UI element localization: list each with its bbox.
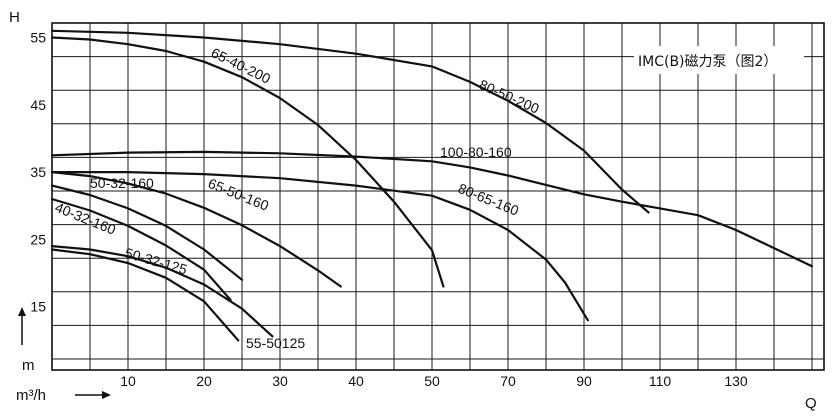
grid xyxy=(51,22,825,371)
x-tick-label: 10 xyxy=(120,373,136,389)
plot-frame xyxy=(51,22,825,371)
tick-labels: 10 20 30 40 50 70 90 110 130 55 45 35 25 15 xyxy=(30,30,747,390)
series-label: 55-50125 xyxy=(246,335,305,351)
y-tick-label: 55 xyxy=(30,30,46,46)
y-tick-label: 15 xyxy=(30,299,46,315)
curve-100-80-160 xyxy=(50,150,814,268)
x-axis-label: Q xyxy=(805,395,817,412)
series-label: 100-80-160 xyxy=(440,144,512,160)
x-tick-label: 130 xyxy=(724,373,748,389)
x-axis-arrow-icon xyxy=(75,391,111,399)
y-tick-label: 45 xyxy=(30,97,46,113)
x-tick-label: 40 xyxy=(348,373,364,389)
x-axis-unit: m³/h xyxy=(16,387,46,404)
curve-65-40-200 xyxy=(50,36,445,288)
x-tick-label: 50 xyxy=(424,373,440,389)
title-box xyxy=(634,46,804,74)
y-tick-label: 25 xyxy=(30,231,46,247)
curve-40-32-160 xyxy=(50,197,232,302)
y-axis-unit: m xyxy=(22,357,35,374)
y-tick-label: 35 xyxy=(30,164,46,180)
curve-50-32-125 xyxy=(50,245,274,338)
chart-title: IMC(B)磁力泵（图2） xyxy=(638,54,777,70)
x-tick-label: 30 xyxy=(272,373,288,389)
curves xyxy=(50,29,814,342)
series-label: 40-32-160 xyxy=(53,199,118,238)
y-axis-label: H xyxy=(9,9,20,26)
x-tick-label: 90 xyxy=(576,373,592,389)
x-tick-label: 20 xyxy=(196,373,212,389)
curve-65-50-160 xyxy=(50,171,342,288)
x-tick-label: 70 xyxy=(500,373,516,389)
curve-50-32-160 xyxy=(50,184,244,281)
curve-55-50125 xyxy=(50,248,240,342)
curve-80-65-160 xyxy=(50,171,589,322)
curve-80-50-200 xyxy=(50,29,650,214)
series-label: 80-65-160 xyxy=(456,180,521,219)
series-label: 65-40-200 xyxy=(209,44,274,86)
series-label: 50-32-160 xyxy=(90,175,154,191)
x-tick-label: 110 xyxy=(649,373,672,389)
series-label: 80-50-200 xyxy=(477,76,542,117)
series-label: 50-32-125 xyxy=(123,245,189,278)
y-axis-arrow-icon xyxy=(18,307,26,345)
series-label: 65-50-160 xyxy=(206,175,271,214)
